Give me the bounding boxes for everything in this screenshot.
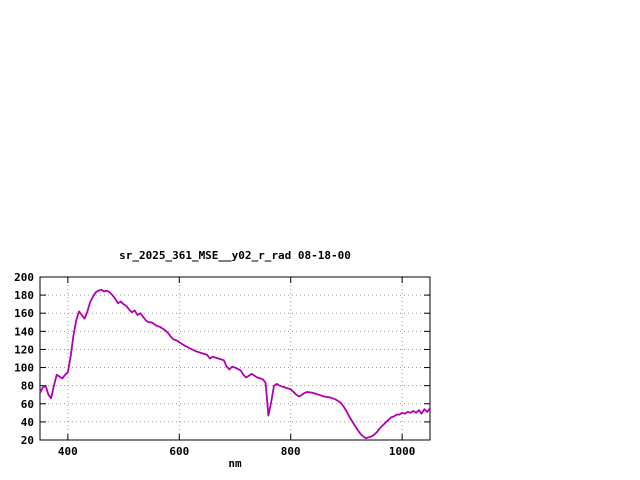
chart-title: sr_2025_361_MSE__y02_r_rad 08-18-00 (119, 249, 351, 262)
x-tick-label: 400 (58, 445, 78, 458)
y-tick-label: 140 (14, 325, 34, 338)
x-tick-label: 1000 (389, 445, 416, 458)
x-axis-label: nm (228, 457, 242, 470)
x-tick-label: 800 (281, 445, 301, 458)
x-tick-label: 600 (169, 445, 189, 458)
y-tick-label: 20 (21, 434, 34, 447)
y-tick-label: 120 (14, 343, 34, 356)
y-tick-label: 200 (14, 271, 34, 284)
y-tick-label: 60 (21, 398, 34, 411)
y-tick-label: 100 (14, 362, 34, 375)
y-tick-label: 180 (14, 289, 34, 302)
spectrum-line (39, 288, 431, 440)
y-tick-label: 160 (14, 307, 34, 320)
y-tick-label: 40 (21, 416, 34, 429)
plot-border (39, 276, 431, 441)
y-tick-label: 80 (21, 380, 34, 393)
